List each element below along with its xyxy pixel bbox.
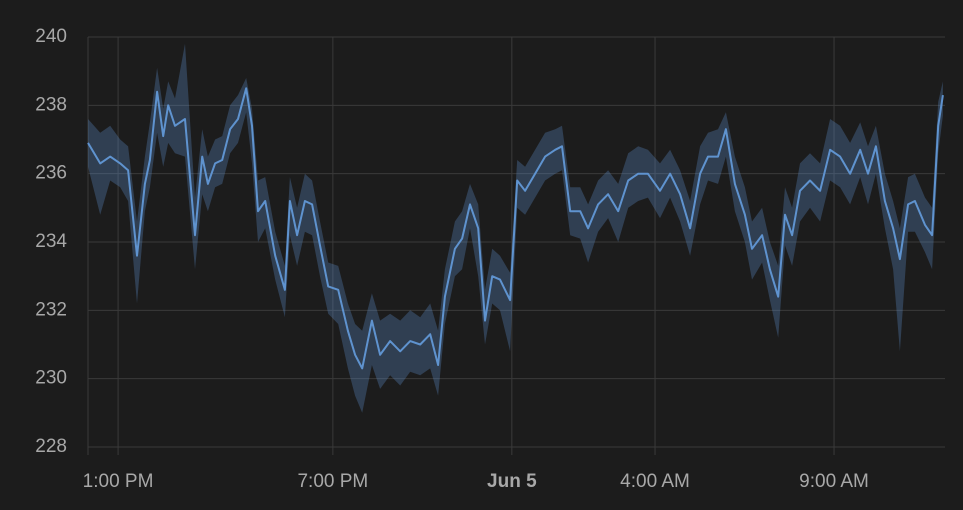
- y-tick-label: 230: [35, 368, 67, 389]
- y-tick-label: 236: [35, 163, 67, 184]
- x-tick-label: 1:00 PM: [83, 471, 154, 492]
- x-tick-label: 9:00 AM: [799, 471, 869, 492]
- y-tick-label: 240: [35, 26, 67, 47]
- y-tick-label: 232: [35, 299, 67, 320]
- data-line: [87, 87, 944, 370]
- y-tick-label: 238: [35, 94, 67, 115]
- x-tick-label: 7:00 PM: [297, 471, 368, 492]
- y-tick-label: 228: [35, 436, 67, 457]
- y-tick-label: 234: [35, 231, 67, 252]
- x-tick-label: 4:00 AM: [620, 471, 690, 492]
- range-band: [88, 43, 943, 413]
- x-tick-label: Jun 5: [487, 471, 537, 492]
